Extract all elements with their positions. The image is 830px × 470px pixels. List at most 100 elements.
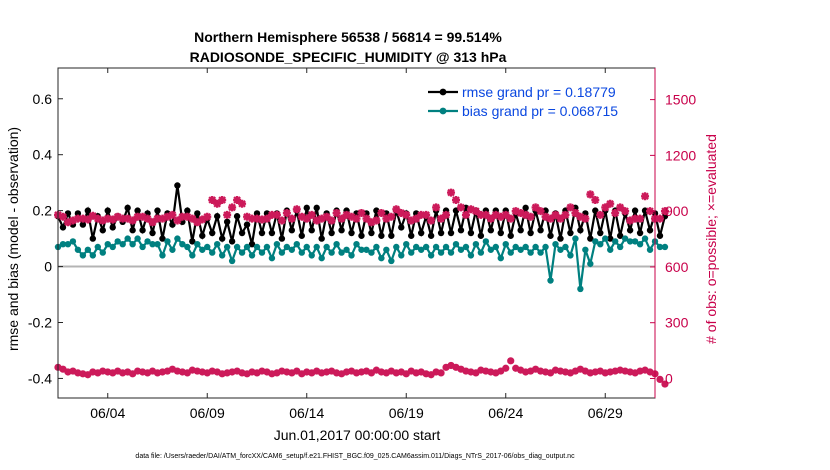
bias-point-71 bbox=[408, 249, 415, 256]
obs-evaluated-point-51 bbox=[307, 210, 316, 219]
bias-point-28 bbox=[194, 240, 201, 248]
bias-point-14 bbox=[124, 235, 131, 242]
rmse-point-39 bbox=[248, 240, 256, 248]
bias-point-113 bbox=[616, 243, 624, 251]
y-right-tick-label-3: 600 bbox=[665, 259, 689, 275]
bias-point-52 bbox=[313, 243, 320, 251]
x-tick-label-2: 06/14 bbox=[289, 405, 324, 421]
rmse-point-50 bbox=[303, 204, 310, 212]
obs-evaluated-point-45 bbox=[277, 216, 286, 225]
obs-evaluated-point-48 bbox=[292, 205, 301, 214]
rmse-point-107 bbox=[587, 235, 594, 242]
rmse-point-67 bbox=[388, 232, 395, 239]
bias-point-30 bbox=[204, 243, 211, 251]
bias-point-121 bbox=[656, 243, 664, 251]
bias-point-87 bbox=[487, 246, 495, 253]
obs-evaluated-point-60-cross bbox=[352, 214, 361, 223]
rmse-point-5 bbox=[79, 221, 87, 228]
bias-point-58 bbox=[343, 246, 350, 253]
rmse-point-103 bbox=[567, 229, 574, 237]
bias-point-68 bbox=[393, 243, 400, 251]
bias-point-86 bbox=[482, 238, 490, 245]
plot-background bbox=[58, 68, 655, 398]
obs-evaluated-point-102-cross bbox=[561, 211, 570, 219]
obs-evaluated-point-48-cross bbox=[293, 205, 301, 214]
bias-point-48 bbox=[293, 240, 300, 248]
bias-point-32 bbox=[214, 240, 221, 248]
rmse-point-109 bbox=[597, 229, 604, 237]
rmse-point-95 bbox=[527, 229, 534, 237]
obs-evaluated-point-81 bbox=[456, 203, 465, 212]
obs-evaluated-point-34-cross bbox=[223, 211, 231, 219]
bias-point-88 bbox=[492, 243, 499, 251]
obs-evaluated-point-1-cross bbox=[59, 212, 67, 221]
obs-evaluated-point-17 bbox=[138, 212, 147, 221]
rmse-point-32 bbox=[214, 213, 221, 220]
bias-point-101 bbox=[557, 246, 564, 253]
obs-evaluated-point-122 bbox=[660, 207, 669, 216]
bias-point-108 bbox=[592, 238, 599, 245]
obs-evaluated-point-24 bbox=[173, 216, 182, 225]
obs-evaluated-point-97-cross bbox=[536, 207, 545, 215]
bias-point-109 bbox=[597, 240, 604, 248]
rmse-point-17 bbox=[139, 227, 146, 234]
rmse-point-31 bbox=[209, 229, 216, 237]
obs-evaluated-point-61 bbox=[357, 209, 366, 218]
rmse-point-69 bbox=[398, 224, 405, 231]
rmse-point-51 bbox=[308, 227, 315, 234]
bias-point-119 bbox=[646, 246, 654, 253]
obs-evaluated-point-103 bbox=[566, 203, 575, 212]
obs-evaluated-point-46-cross bbox=[283, 209, 291, 217]
bias-point-17 bbox=[139, 243, 146, 251]
rmse-point-10 bbox=[104, 207, 111, 214]
rmse-point-4 bbox=[74, 210, 82, 217]
obs-evaluated-point-109-cross bbox=[596, 211, 605, 219]
rmse-point-38 bbox=[243, 221, 251, 228]
y-left-tick-label-3: 0 bbox=[44, 259, 52, 275]
obs-evaluated-point-61-cross bbox=[357, 209, 366, 217]
bias-point-11 bbox=[109, 243, 116, 251]
obs-possible-point-90 bbox=[502, 364, 510, 372]
obs-evaluated-point-95 bbox=[526, 212, 535, 221]
bias-point-73 bbox=[417, 246, 425, 253]
obs-evaluated-point-70-cross bbox=[402, 211, 411, 219]
bias-point-82 bbox=[462, 243, 470, 251]
bias-point-56 bbox=[333, 240, 340, 248]
rmse-point-57 bbox=[338, 227, 345, 234]
bias-point-31 bbox=[209, 249, 216, 256]
legend-item-rmse-marker bbox=[439, 88, 447, 96]
obs-evaluated-point-47 bbox=[287, 214, 296, 223]
rmse-point-34 bbox=[223, 218, 231, 226]
rmse-point-113 bbox=[616, 232, 624, 239]
obs-evaluated-point-45-cross bbox=[278, 216, 286, 225]
obs-evaluated-point-79 bbox=[447, 188, 456, 197]
rmse-point-87 bbox=[487, 227, 495, 234]
y-left-tick-label-0: 0.6 bbox=[33, 91, 53, 107]
bias-point-84 bbox=[472, 240, 480, 248]
rmse-point-21 bbox=[159, 235, 166, 242]
chart-title: Northern Hemisphere 56538 / 56814 = 99.5… bbox=[194, 29, 502, 45]
obs-evaluated-point-106 bbox=[581, 214, 590, 223]
rmse-point-117 bbox=[636, 229, 644, 237]
obs-evaluated-point-44-cross bbox=[273, 211, 281, 219]
obs-evaluated-point-114 bbox=[621, 207, 630, 216]
bias-point-90 bbox=[502, 240, 509, 248]
rmse-point-19 bbox=[149, 229, 156, 237]
bias-point-9 bbox=[99, 249, 106, 256]
bias-point-80 bbox=[452, 240, 460, 248]
obs-evaluated-point-121 bbox=[655, 214, 664, 223]
obs-evaluated-point-34 bbox=[223, 210, 232, 219]
bias-point-38 bbox=[243, 243, 251, 251]
rmse-point-7 bbox=[89, 235, 97, 242]
bias-point-2 bbox=[64, 240, 72, 248]
rmse-point-11 bbox=[109, 224, 116, 231]
obs-evaluated-point-107 bbox=[586, 190, 595, 199]
obs-evaluated-point-80-cross bbox=[452, 196, 460, 204]
obs-evaluated-point-75-cross bbox=[427, 216, 435, 225]
rmse-point-119 bbox=[646, 227, 654, 234]
obs-evaluated-point-91 bbox=[506, 214, 515, 223]
rmse-point-37 bbox=[238, 229, 246, 237]
bias-point-66 bbox=[383, 246, 390, 253]
obs-evaluated-point-1 bbox=[58, 212, 67, 221]
obs-possible-point-91 bbox=[507, 357, 515, 365]
